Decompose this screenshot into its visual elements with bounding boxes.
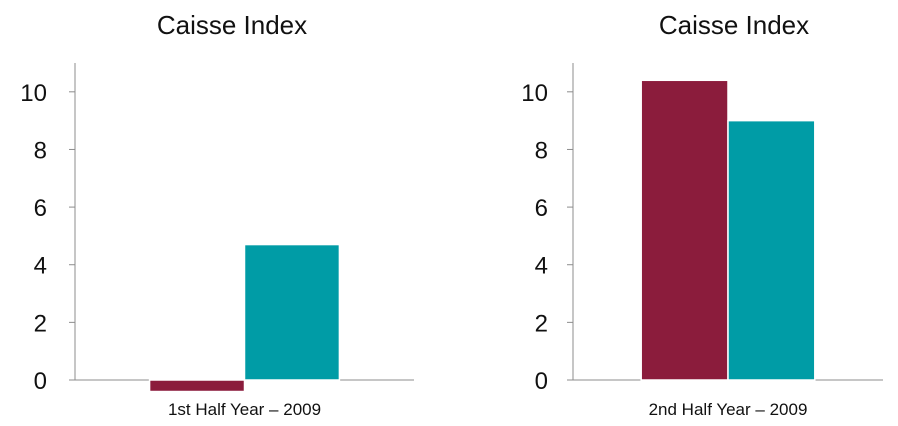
- y-tick-label: 4: [34, 253, 47, 280]
- y-tick-label: 10: [20, 80, 47, 107]
- y-tick-label: 0: [34, 368, 47, 395]
- chart-1: Caisse Index 0 2 4 6 8 10 1st Half Year – 2009: [20, 10, 414, 419]
- y-tick-label: 6: [34, 195, 47, 222]
- y-tick-label: 0: [535, 368, 548, 395]
- bar-series-2: [243, 243, 341, 381]
- y-tick-label: 8: [535, 137, 548, 164]
- y-tick-label: 10: [521, 80, 548, 107]
- x-category-label: 2nd Half Year – 2009: [649, 400, 808, 419]
- y-tick-label: 2: [535, 310, 548, 337]
- y-tick-label: 6: [535, 195, 548, 222]
- bar-series-1: [148, 379, 246, 393]
- chart-title: Caisse Index: [659, 10, 809, 40]
- chart-title: Caisse Index: [157, 10, 307, 40]
- y-tick-label: 8: [34, 137, 47, 164]
- chart-2: Caisse Index 0 2 4 6 8 10 2nd Half Year – 2009: [521, 10, 883, 419]
- bar-series-2: [727, 119, 816, 381]
- bar-series-1: [640, 79, 729, 381]
- y-tick-label: 4: [535, 253, 548, 280]
- x-category-label: 1st Half Year – 2009: [168, 400, 321, 419]
- y-tick-label: 2: [34, 310, 47, 337]
